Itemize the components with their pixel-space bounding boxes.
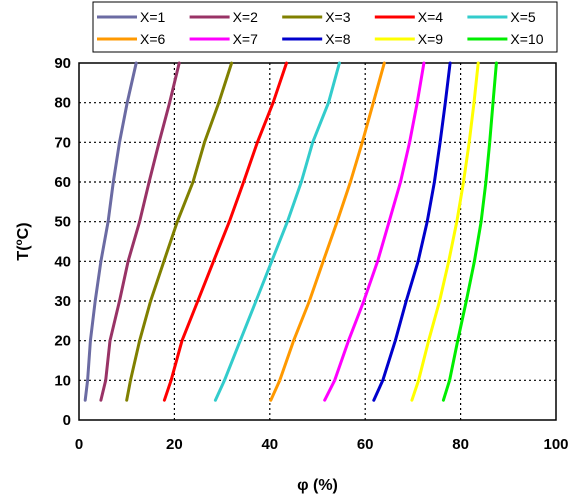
series-line-7	[323, 61, 426, 402]
legend-label-8: X=8	[325, 31, 351, 47]
legend-label-1: X=1	[140, 9, 166, 25]
series-line-6	[269, 61, 386, 402]
series-line-3	[125, 61, 234, 402]
y-tick-label-2: 20	[54, 333, 71, 350]
y-axis-title: T(oC)	[14, 222, 32, 260]
series-line-9	[410, 61, 480, 402]
legend-label-10: X=10	[510, 31, 543, 47]
series-layer	[83, 61, 498, 402]
y-tick-label-9: 90	[54, 55, 71, 72]
x-tick-label-1: 20	[166, 436, 183, 453]
y-axis-title-open: (	[15, 245, 32, 251]
legend-label-7: X=7	[233, 31, 259, 47]
legend-label-6: X=6	[140, 31, 166, 47]
y-axis-title-unit: C)	[15, 222, 32, 239]
y-tick-label-3: 30	[54, 293, 71, 310]
series-line-8	[372, 61, 452, 402]
legend-label-4: X=4	[418, 9, 444, 25]
legend-label-5: X=5	[510, 9, 536, 25]
x-tick-label-4: 80	[452, 436, 469, 453]
legend-box	[92, 1, 558, 53]
y-tick-label-8: 80	[54, 95, 71, 112]
series-line-2	[99, 61, 181, 402]
x-tick-label-5: 100	[543, 436, 568, 453]
y-axis-title-degree: o	[14, 239, 25, 245]
legend-label-3: X=3	[325, 9, 351, 25]
y-tick-label-0: 0	[63, 412, 71, 429]
y-tick-label-6: 60	[54, 174, 71, 191]
y-tick-label-5: 50	[54, 214, 71, 231]
x-tick-label-2: 40	[261, 436, 278, 453]
legend-label-2: X=2	[233, 9, 259, 25]
legend: X=1 X=2 X=3 X=4 X=5 X=6 X=7 X=8 X=9 X=10	[92, 1, 558, 53]
y-tick-label-4: 40	[54, 253, 71, 270]
legend-label-9: X=9	[418, 31, 444, 47]
series-line-4	[162, 61, 288, 402]
series-line-1	[83, 61, 138, 402]
plot-border	[78, 62, 557, 421]
tick-labels: 0 20 40 60 80 100 0 10 20 30 40 50 60 70 80 90	[54, 55, 568, 453]
series-line-5	[213, 61, 341, 402]
x-tick-label-0: 0	[75, 436, 83, 453]
y-tick-label-7: 70	[54, 134, 71, 151]
x-axis-title: φ (%)	[297, 477, 338, 494]
y-tick-label-1: 10	[54, 372, 71, 389]
y-axis-title-letter: T	[15, 251, 32, 261]
x-tick-label-3: 60	[357, 436, 374, 453]
series-line-10	[441, 61, 498, 402]
